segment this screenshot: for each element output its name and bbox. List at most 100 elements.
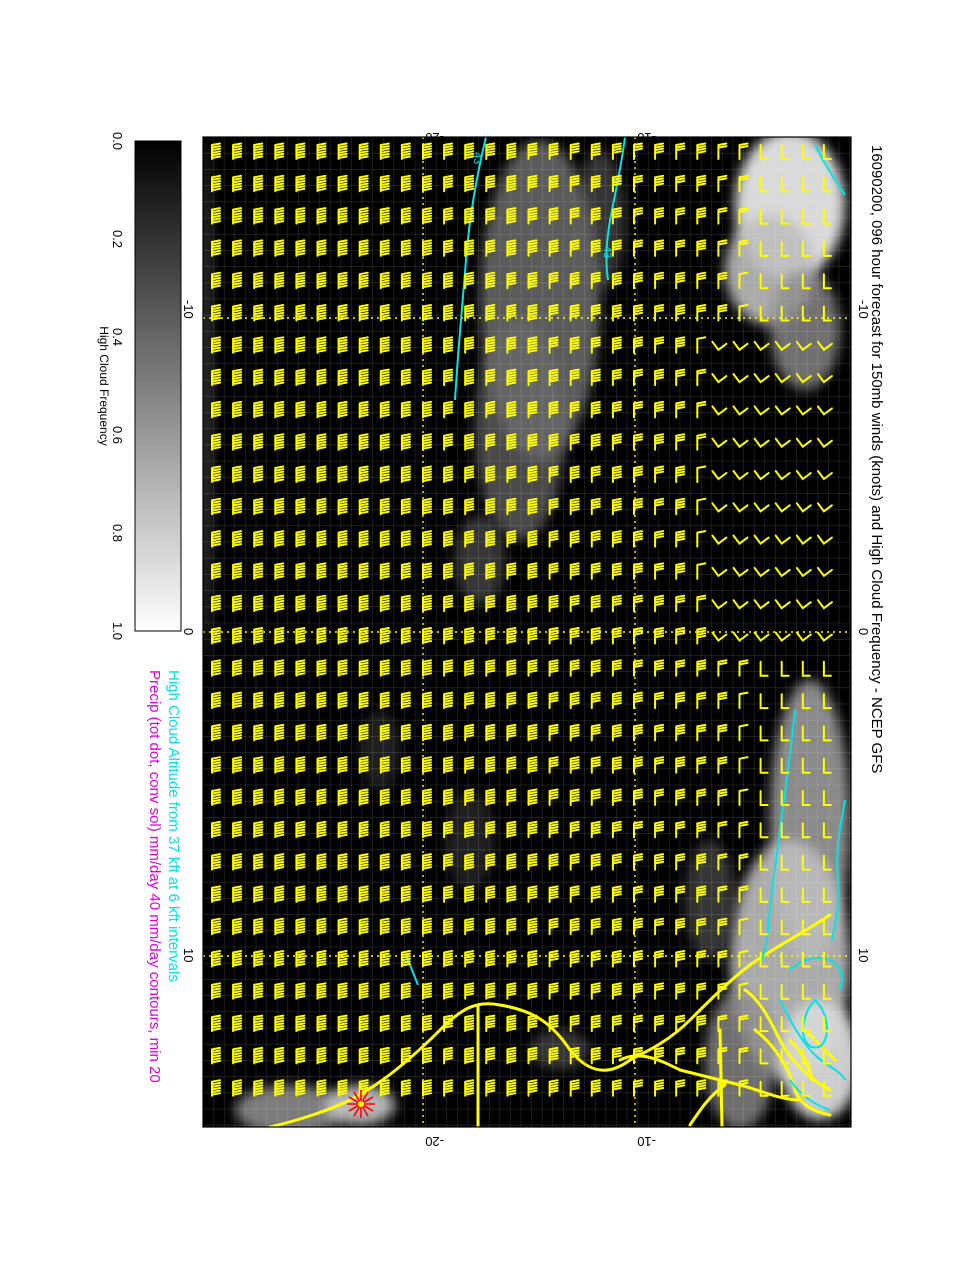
wind-barb [337, 530, 348, 548]
wind-barb-stroke [759, 919, 769, 936]
wind-barb-stroke [295, 368, 306, 387]
wind-barb [675, 271, 686, 290]
wind-barb [654, 142, 665, 160]
wind-barb [443, 465, 454, 483]
wind-barb [464, 820, 475, 839]
wind-barb [548, 691, 559, 710]
wind-barb [633, 336, 643, 354]
wind-barb [569, 400, 580, 419]
wind-barb-stroke [527, 691, 538, 710]
wind-barb-stroke [654, 368, 665, 387]
wind-barb [654, 950, 665, 968]
wind-barb-stroke [548, 1014, 559, 1033]
wind-barb-stroke [337, 820, 348, 839]
wind-barb-stroke [379, 368, 390, 387]
wind-barb-stroke [253, 659, 264, 677]
wind-barb [464, 497, 475, 516]
wind-barb-stroke [759, 951, 769, 968]
wind-barb-stroke [379, 691, 390, 710]
cloud-blob [575, 150, 625, 290]
wind-barb-stroke [506, 1079, 517, 1097]
wind-barb [590, 368, 601, 387]
wind-barb-stroke [232, 465, 243, 483]
wind-barb-stroke [816, 373, 833, 384]
wind-barb [696, 433, 707, 451]
wind-barb-stroke [274, 1014, 285, 1033]
wind-barb [274, 400, 285, 419]
map-title: 16090200, 096 hour forecast for 150mb wi… [868, 145, 885, 773]
wind-barb-stroke [527, 885, 538, 903]
wind-barb [316, 239, 327, 257]
wind-barb-stroke [464, 885, 475, 903]
wind-barb [316, 627, 327, 645]
wind-barb-stroke [696, 659, 707, 677]
wind-barb-stroke [633, 239, 643, 257]
wind-barb [611, 400, 622, 419]
wind-barb-stroke [527, 465, 538, 483]
wind-barb-stroke [527, 820, 538, 839]
wind-barb [464, 982, 475, 1000]
wind-barb-stroke [569, 723, 580, 742]
wind-barb [506, 433, 517, 451]
wind-barb [675, 1014, 686, 1033]
wind-barb-stroke [753, 405, 770, 416]
coastline [688, 1083, 727, 1127]
wind-barb [464, 691, 475, 710]
cloud-blob [475, 320, 565, 540]
wind-barb-stroke [379, 853, 390, 871]
wind-barb [358, 627, 369, 645]
wind-barb-stroke [316, 400, 327, 419]
wind-barb [590, 885, 601, 903]
wind-barb [358, 142, 369, 160]
wind-barb [485, 336, 496, 354]
wind-barb [527, 756, 538, 774]
wind-barb [548, 1014, 559, 1033]
wind-barb-stroke [358, 788, 369, 806]
wind-barb [316, 885, 327, 903]
wind-barb-stroke [443, 239, 454, 257]
wind-barb [611, 659, 622, 677]
wind-barb [211, 788, 221, 806]
wind-barb-stroke [780, 208, 790, 225]
wind-barb [654, 271, 665, 290]
wind-barb-stroke [485, 368, 496, 387]
wind-barb-stroke [464, 756, 475, 774]
wind-barb-stroke [464, 982, 475, 1000]
wind-barb-stroke [485, 239, 496, 257]
wind-barb [822, 790, 832, 806]
wind-barb [464, 433, 475, 451]
wind-barb [633, 239, 643, 257]
wind-barb-stroke [400, 820, 411, 839]
wind-barb-stroke [717, 142, 728, 160]
wind-barb-stroke [211, 239, 221, 257]
wind-barb-stroke [274, 594, 285, 613]
wind-barb [337, 174, 348, 193]
wind-barb [527, 982, 538, 1000]
wind-barb [422, 982, 432, 1000]
wind-barb-stroke [801, 273, 811, 290]
wind-barb [506, 142, 517, 160]
wind-barb [358, 562, 369, 580]
wind-barb-stroke [422, 304, 432, 322]
wind-barb [379, 530, 390, 548]
wind-barb-stroke [654, 530, 665, 548]
wind-barb [253, 820, 264, 839]
wind-barb-stroke [822, 919, 832, 936]
wind-barb-stroke [316, 723, 327, 742]
wind-barb [422, 142, 432, 160]
wind-barb-stroke [443, 659, 454, 677]
wind-barb-stroke [211, 336, 221, 354]
wind-barb [816, 405, 833, 416]
wind-barb [569, 659, 580, 677]
wind-barb [379, 433, 390, 451]
wind-barb [400, 304, 411, 322]
wind-barb [696, 594, 707, 613]
wind-barb-stroke [274, 207, 285, 225]
wind-barb [464, 562, 475, 580]
wind-barb [232, 917, 243, 936]
wind-barb [358, 271, 369, 290]
wind-barb [253, 142, 264, 160]
wind-barb [422, 853, 432, 871]
wind-barb-stroke [780, 951, 790, 968]
wind-barb-stroke [232, 497, 243, 516]
